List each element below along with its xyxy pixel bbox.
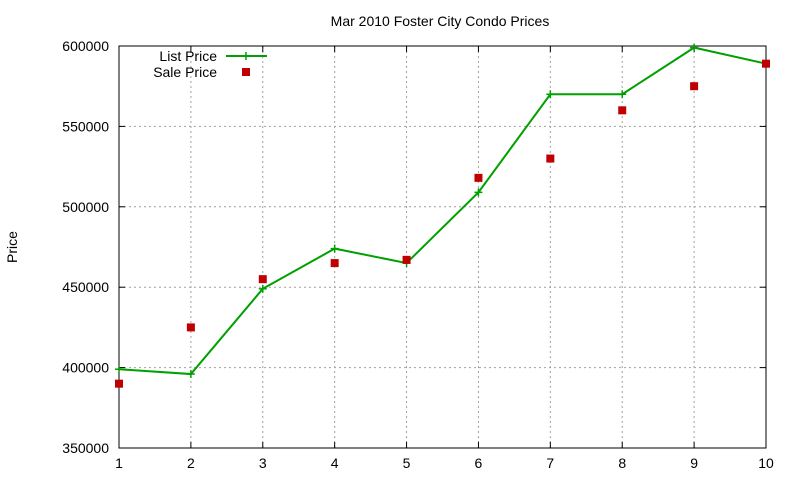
x-tick-label: 10 xyxy=(758,455,774,471)
sale-price-point xyxy=(474,173,483,182)
series xyxy=(115,43,770,388)
y-tick-label: 550000 xyxy=(62,118,109,134)
legend-marker-sale-price xyxy=(242,68,250,76)
list-price-point xyxy=(474,188,483,197)
sale-price-point xyxy=(258,275,267,284)
list-price-point xyxy=(186,370,195,379)
y-tick-label: 450000 xyxy=(62,279,109,295)
x-tick-label: 2 xyxy=(187,455,195,471)
x-tick-label: 9 xyxy=(690,455,698,471)
plot-border xyxy=(118,45,767,449)
list-price-line xyxy=(118,46,767,376)
x-tick-label: 5 xyxy=(403,455,411,471)
sale-price-point xyxy=(330,259,339,268)
x-tick-label: 1 xyxy=(115,455,123,471)
sale-price-point xyxy=(690,82,699,91)
y-tick-label: 500000 xyxy=(62,199,109,215)
list-price-point xyxy=(330,244,339,253)
sale-price-point xyxy=(618,106,627,115)
sale-price-point xyxy=(115,379,123,388)
y-tick-label: 350000 xyxy=(62,440,109,456)
sale-price-point xyxy=(762,59,770,68)
list-price-point xyxy=(546,90,555,99)
sale-price-point xyxy=(546,154,555,163)
x-tick-label: 3 xyxy=(259,455,267,471)
y-tick-label: 600000 xyxy=(62,38,109,54)
sale-price-point xyxy=(402,255,411,264)
x-tick-label: 4 xyxy=(331,455,339,471)
grid xyxy=(119,46,766,448)
chart-title: Mar 2010 Foster City Condo Prices xyxy=(331,13,550,29)
legend-label-sale-price: Sale Price xyxy=(153,64,217,80)
list-price-point xyxy=(115,365,123,374)
legend-label-list-price: List Price xyxy=(159,48,217,64)
y-axis-label: Price xyxy=(4,231,20,263)
y-tick-label: 400000 xyxy=(62,360,109,376)
axes: 1 2 3 4 5 6 7 8 9 10 350000 400000 450000 500000 55000… xyxy=(62,38,774,471)
list-price-point xyxy=(258,284,267,293)
legend-marker-list-price xyxy=(242,52,250,60)
list-price-point xyxy=(690,43,699,52)
list-price-point xyxy=(618,90,627,99)
x-tick-label: 7 xyxy=(546,455,554,471)
x-tick-label: 6 xyxy=(475,455,483,471)
sale-price-point xyxy=(186,323,195,332)
x-tick-label: 8 xyxy=(618,455,626,471)
